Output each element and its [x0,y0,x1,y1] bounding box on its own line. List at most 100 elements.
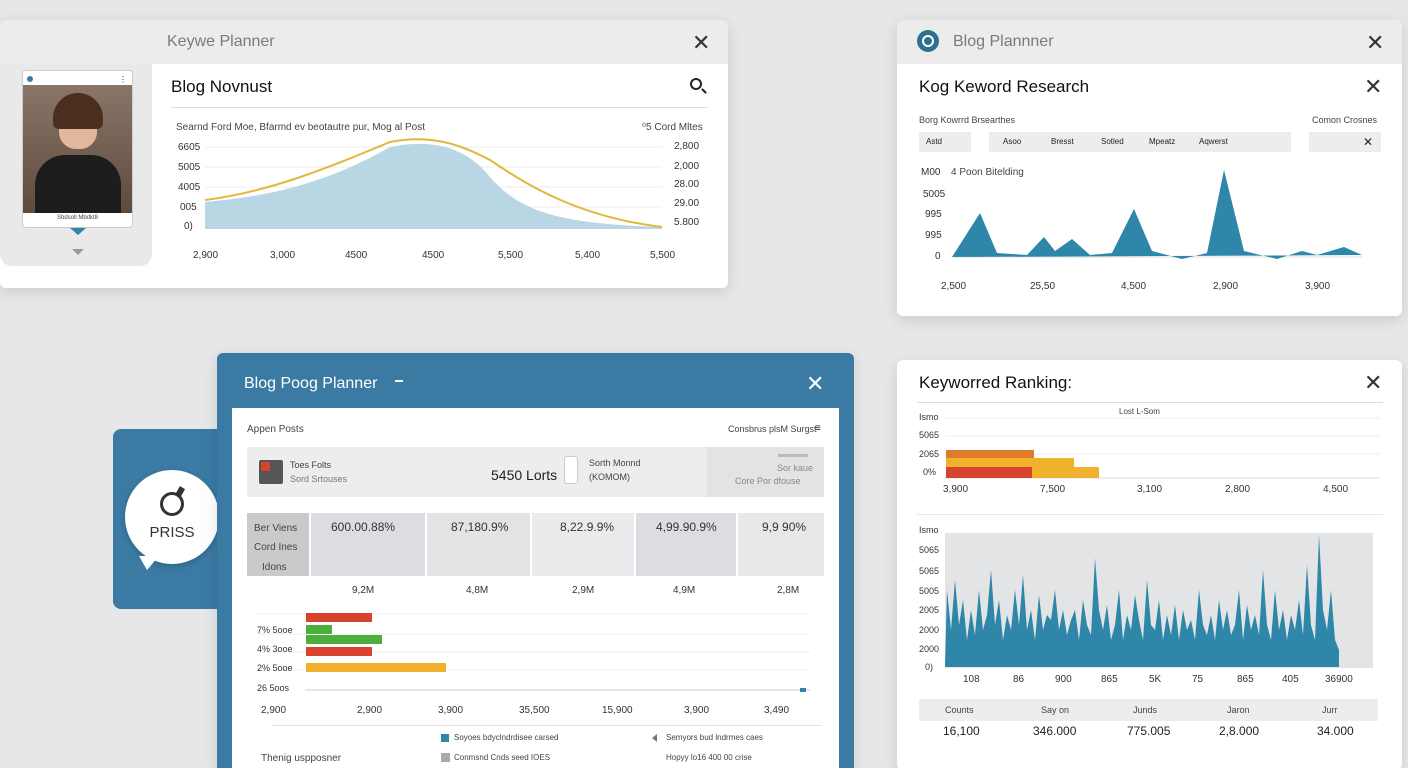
y-tick: 2000 [919,644,940,654]
y-tick-left: 005 [180,202,197,213]
profile-photo [23,85,132,213]
filter-tab[interactable]: Bresst [1051,137,1074,146]
filter-clear[interactable]: ✕ [1309,132,1381,152]
close-icon[interactable]: ✕ [1364,74,1383,99]
y-tick: 5065 [919,430,940,440]
phone-caption: Sbdsoll Mbdkt8 [57,215,99,221]
section-menu-icon[interactable]: ≡ [815,423,821,434]
bar-x-tick: 3,900 [684,705,710,716]
y-tick: Ismo [919,412,939,422]
section-right-label: Consbrus plsM Surgst [728,424,817,434]
card2-line2: (KOMOM) [589,472,630,482]
filter-tab[interactable]: Aqwerst [1199,137,1228,146]
brand-logo-stem [174,486,186,498]
y-tick-right: 5.800 [674,217,700,228]
x-tick: 5,500 [650,250,676,261]
phone-preview[interactable]: ⋮ Sbdsoll Mbdkt8 [22,70,133,228]
legend-arrow-icon [652,734,657,742]
card-divider-toggle[interactable] [564,456,578,484]
subheading-right: Comon Crosnes [1312,115,1378,125]
divider [917,514,1383,515]
y-tick: 995 [925,209,942,220]
chevron-down-icon[interactable] [72,249,84,255]
spike-chart [952,170,1362,259]
title-dropdown-icon[interactable] [395,380,403,382]
metric-cell[interactable]: 9,9 90% [738,513,824,576]
row-label: Cord Ines [254,542,298,553]
x-tick: 2,900 [193,250,219,261]
x-tick: 4,500 [1323,484,1349,495]
y-tick: 0) [925,662,934,672]
hbar-orange [946,450,1034,458]
brand-badge[interactable]: PRISS [125,470,219,564]
metric-cell[interactable]: 8,22.9.9% [532,513,634,576]
card1-value: 5450 Lorts [491,467,558,483]
close-icon[interactable]: ✕ [1362,135,1373,149]
filter-bar: Asoo Bresst Sotled Mpeatz Aqwerst [989,132,1291,152]
search-icon[interactable] [690,78,707,94]
titlebar [0,20,728,64]
y-tick-left: 5005 [178,162,201,173]
x-tick: 4500 [345,250,368,261]
divider [272,725,822,726]
bar-green [306,625,332,634]
bar-red [306,647,372,656]
x-tick: 2,900 [1213,281,1239,292]
bar-red [306,613,372,622]
bar-x-tick: 15,900 [602,705,633,716]
x-tick: 75 [1192,674,1204,685]
metric-cell[interactable]: 87,180.9% [427,513,530,576]
bar-orange [306,663,446,672]
spike-series [952,170,1362,259]
metric-subvalue: 9,2M [352,585,375,596]
x-tick: 4,500 [1121,281,1147,292]
metric-subvalue: 2,9M [572,585,595,596]
metric-subvalue: 4,8M [466,585,489,596]
area-series [205,143,662,229]
table-value: 346.000 [1033,724,1077,738]
table-value: 2,8.000 [1219,724,1260,738]
y-tick: 5005 [919,586,940,596]
close-icon[interactable]: ✕ [692,30,711,55]
subheading-left: Borg Kowrrd Brsearthes [919,115,1016,125]
x-tick: 4500 [422,250,445,261]
bar-y-tick: 7% 5ooe [257,625,293,635]
brand-name: PRISS [149,524,195,541]
x-tick: 2,800 [1225,484,1251,495]
filter-tab[interactable]: Asoo [1003,137,1022,146]
x-tick: 5,500 [498,250,524,261]
ranking-series [945,535,1339,667]
bar-y-tick: 2% 5ooe [257,663,293,673]
y-tick: 995 [925,230,942,241]
bar-y-tick: 26 5oos [257,683,290,693]
metrics-label-column [247,513,309,576]
y-tick-left: 0) [184,221,193,232]
x-tick: 865 [1237,674,1254,685]
page-heading: Keyworred Ranking: [919,373,1073,392]
card3-line2: Core Por dfouse [735,476,801,486]
row-label: Idons [262,562,287,573]
close-icon[interactable]: ✕ [1364,370,1383,395]
titlebar [897,20,1402,64]
brand-logo-icon [917,30,939,52]
y-tick: 2000 [919,625,940,635]
x-tick: 3,900 [943,484,969,495]
legend-swatch [441,734,449,742]
close-icon[interactable]: ✕ [1366,30,1385,55]
filter-tab[interactable]: Sotled [1101,137,1124,146]
legend-label: Conmsnd Cnds seed IOES [454,753,551,762]
ranking-chart [945,535,1339,667]
y-tick: 5005 [923,189,946,200]
metric-cell[interactable]: 4,99.90.9% [636,513,736,576]
photo-hair [53,93,103,129]
y-tick-right: 2,800 [674,141,700,152]
filter-chip[interactable]: Astd [919,132,971,152]
y-tick-right: 2,000 [674,161,700,172]
chart-top-label: Lost L-Som [1119,407,1160,416]
metric-cell[interactable]: 600.00.88% [311,513,425,576]
y-tick: 2005 [919,605,940,615]
filter-tab[interactable]: Mpeatz [1149,137,1176,146]
panel-blog-planner: Blog Poog Planner ✕ Appen Posts Consbrus… [217,353,854,768]
close-icon[interactable]: ✕ [806,371,825,396]
window-title: Blog Poog Planner [244,375,378,392]
